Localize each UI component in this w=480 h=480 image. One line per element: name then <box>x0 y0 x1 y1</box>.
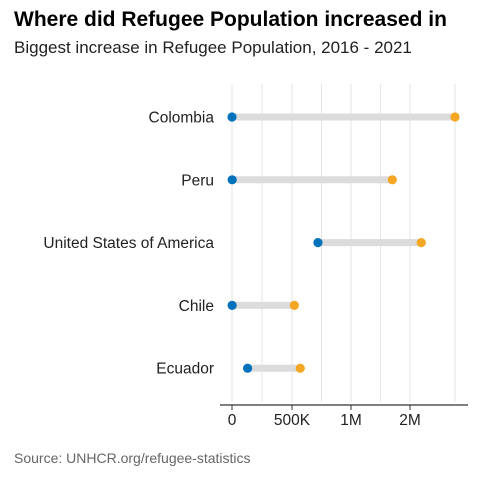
end-point <box>290 301 299 310</box>
category-label: Chile <box>179 298 214 315</box>
category-label: Peru <box>181 172 214 189</box>
category-label: Colombia <box>149 110 215 127</box>
x-axis: 0 500K 1M 2M <box>220 405 468 429</box>
source-note: Source: UNHCR.org/refugee-statistics <box>14 450 251 466</box>
start-point <box>228 175 237 184</box>
x-tick-label: 500K <box>274 412 311 429</box>
x-tick-label: 1M <box>340 412 362 429</box>
category-label: Ecuador <box>156 361 214 378</box>
start-point <box>227 112 236 121</box>
x-tick-label: 0 <box>228 412 237 429</box>
end-point <box>417 238 426 247</box>
start-point <box>243 364 252 373</box>
dumbbell-chart: Colombia Peru United States of America Chil… <box>0 0 480 440</box>
x-tick-label: 2M <box>399 412 421 429</box>
category-label: United States of America <box>43 235 214 252</box>
end-point <box>450 112 459 121</box>
category-labels: Colombia Peru United States of America Chil… <box>43 110 214 378</box>
start-point <box>228 301 237 310</box>
end-point <box>296 364 305 373</box>
end-point <box>388 175 397 184</box>
start-point <box>313 238 322 247</box>
